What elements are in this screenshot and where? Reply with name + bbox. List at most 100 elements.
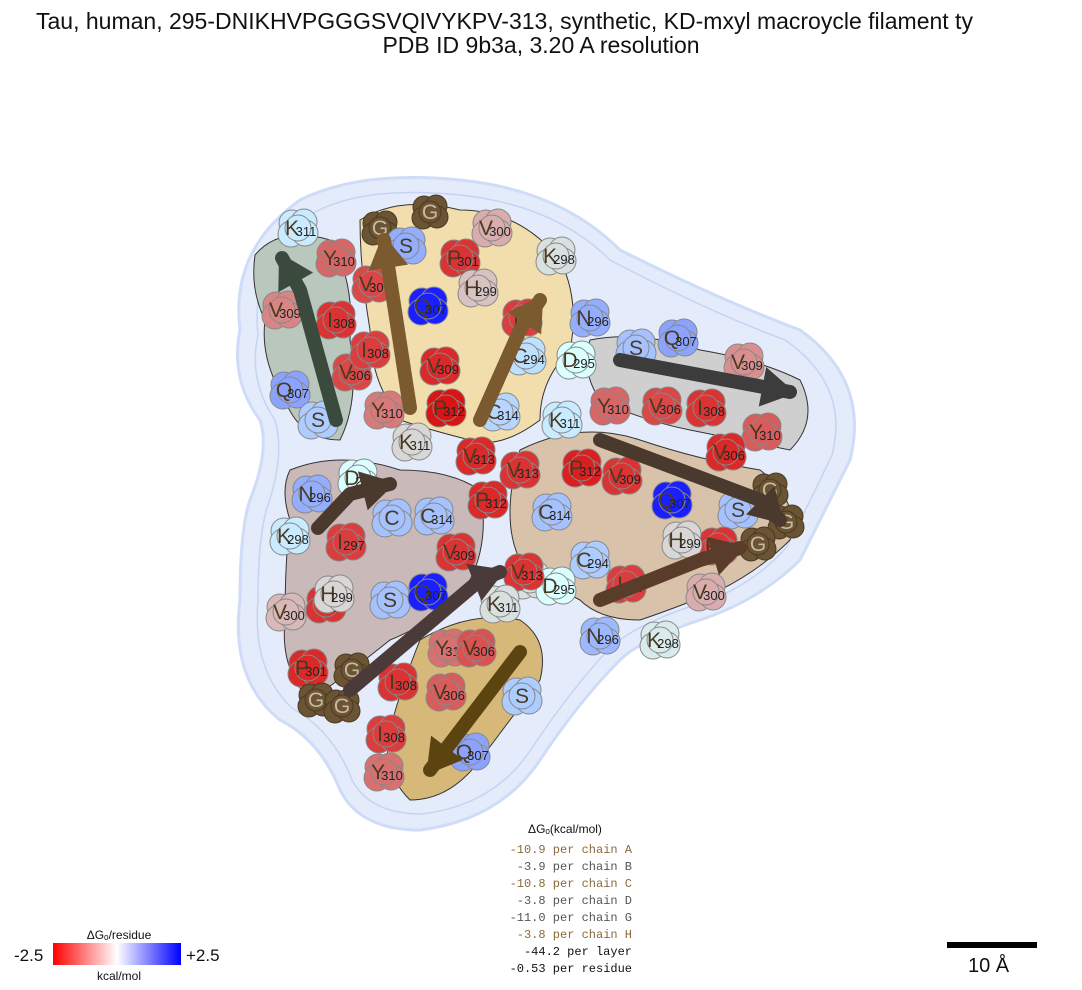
residue-blob [608, 462, 636, 490]
residue-number: 313 [521, 568, 543, 583]
residue-number: 299 [475, 284, 497, 299]
residue-number: 296 [309, 490, 331, 505]
residue-number: 312 [485, 496, 507, 511]
residue-letter: Q [658, 489, 674, 512]
residue-number: 300 [489, 224, 511, 239]
residue-blob [568, 454, 596, 482]
residue-letter: G [750, 533, 766, 556]
residue-blob [746, 532, 770, 556]
residue-blob [668, 526, 696, 554]
residue-blob [542, 572, 570, 600]
residue-number: 310 [607, 402, 629, 417]
residue-number: 313 [473, 452, 495, 467]
strand-arrowhead [758, 367, 796, 407]
residue-blob [548, 406, 576, 434]
residue-number: 311 [498, 600, 519, 615]
residue-blob [442, 538, 470, 566]
residue-bubble: S [501, 676, 543, 716]
residue-letter: S [731, 499, 745, 522]
residue-blob [562, 346, 590, 374]
residue-blob [486, 590, 514, 618]
residue-number: 309 [437, 362, 459, 377]
strand-arrowhead [426, 735, 463, 775]
residue-number: 309 [741, 358, 763, 373]
residue-number: 300 [283, 608, 305, 623]
residue-letter: P [295, 657, 309, 680]
residue-number: 307 [669, 496, 691, 511]
residue-number: 299 [679, 536, 701, 551]
residue-blob [426, 352, 454, 380]
legend-row: -11.0 per chain G [509, 911, 632, 925]
residue-number: 314 [497, 408, 519, 423]
residue-blob [432, 394, 460, 422]
residue-letter: I [513, 307, 519, 330]
residue-letter: V [339, 361, 353, 384]
residue-letter: K [277, 525, 291, 548]
residue-number: 306 [473, 644, 495, 659]
strand-arrowhead [357, 471, 396, 511]
residue-blob [414, 292, 442, 320]
residue-blob [542, 242, 570, 270]
residue-number: 301 [457, 254, 479, 269]
residue-blob [322, 306, 350, 334]
residue-letter: V [273, 601, 287, 624]
residue-letter: Y [435, 637, 449, 660]
colorbar-unit: kcal/mol [96, 969, 141, 983]
residue-blob [658, 486, 686, 514]
strand-arrow-layer [275, 233, 797, 777]
residue-letter: V [463, 445, 477, 468]
residue-blob [420, 502, 448, 530]
residue-letter: I [337, 531, 343, 554]
colorbar-min-label: -2.5 [14, 946, 44, 965]
residue-blob [462, 634, 490, 662]
residue-number: 309 [279, 306, 301, 321]
residue-number: 299 [331, 590, 353, 605]
strand-arrowhead [368, 234, 409, 271]
residue-number: 307 [425, 302, 447, 317]
residue-blob [586, 622, 614, 650]
residue-letter: C [576, 549, 591, 572]
residue-letter: S [399, 235, 413, 258]
residue-letter: P [433, 397, 447, 420]
residue-number: 311 [410, 438, 431, 453]
residue-bubble: G [323, 688, 361, 724]
residue-letter: G [308, 689, 324, 712]
residue-blob [478, 214, 506, 242]
residue-number: 307 [675, 334, 697, 349]
residue-letter: I [327, 309, 333, 332]
residue-letter: K [647, 629, 661, 652]
residue-blob [320, 580, 348, 608]
residue-blob [474, 486, 502, 514]
residue-blob [462, 442, 490, 470]
residue-letter: V [713, 441, 727, 464]
residue-letter: N [586, 625, 601, 648]
residue-blob [378, 504, 406, 532]
colorbar-title: ΔGₒ/residue [86, 928, 152, 942]
residue-letter: G [422, 201, 438, 224]
